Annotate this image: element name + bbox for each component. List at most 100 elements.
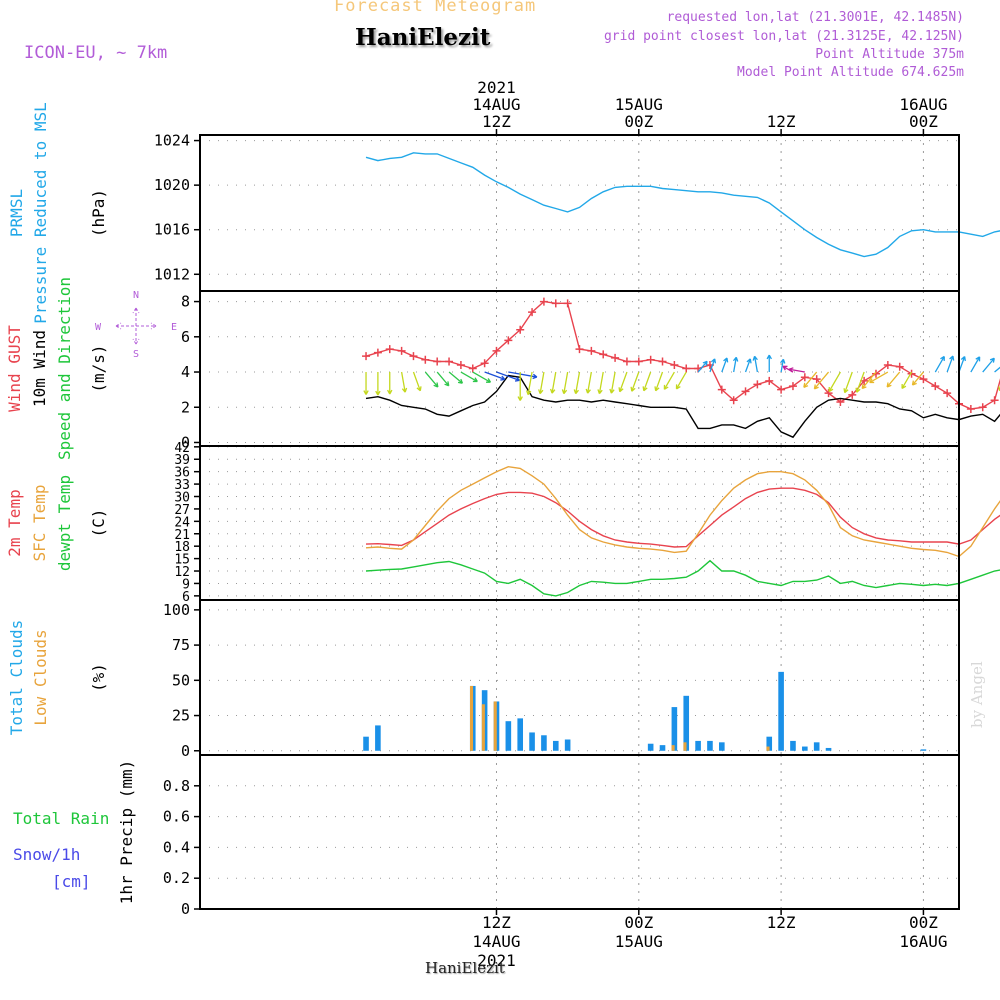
gust-marker	[765, 376, 774, 385]
axis-label: 2m Temp	[5, 489, 24, 556]
gust-marker	[373, 348, 382, 357]
bar	[683, 742, 687, 751]
y-tick-label: 9	[182, 577, 190, 592]
footer-station: HaniElezit	[425, 959, 505, 977]
gust-marker	[729, 396, 738, 405]
y-tick-label: 6	[182, 590, 190, 605]
gust-marker	[516, 325, 525, 334]
bar	[920, 749, 927, 751]
y-tick-label: 0.8	[163, 777, 190, 795]
wind-arrow	[744, 358, 752, 373]
bar	[802, 746, 808, 751]
gust-marker	[622, 357, 631, 366]
time-label-bottom: 00Z	[909, 913, 938, 932]
compass-rose	[115, 307, 157, 345]
axis-label: Low Clouds	[31, 629, 50, 725]
gust-marker	[397, 346, 406, 355]
wind-arrow	[472, 371, 492, 383]
gust-marker	[800, 373, 809, 382]
gust-marker	[433, 357, 442, 366]
axis-label: PRMSL	[7, 189, 26, 237]
wind-arrow	[630, 371, 640, 392]
gust-marker	[658, 357, 667, 366]
time-label-bottom: 12Z	[767, 913, 796, 932]
wind-arrow	[387, 372, 393, 395]
y-tick-label: 24	[174, 515, 190, 530]
gust-marker	[990, 396, 999, 405]
gust-marker	[883, 360, 892, 369]
compass-s: S	[133, 349, 139, 360]
bar	[695, 740, 701, 751]
wind-arrow	[609, 371, 616, 394]
y-tick-label: 8	[181, 293, 190, 311]
gust-marker	[741, 387, 750, 396]
gust-marker	[717, 385, 726, 394]
gust-marker	[551, 299, 560, 308]
time-label-bottom: 16AUG	[899, 932, 947, 951]
bar	[469, 685, 474, 751]
y-tick-label: 36	[174, 466, 190, 481]
wind-arrow	[508, 371, 538, 380]
wind-arrow	[642, 371, 652, 392]
bar	[790, 740, 796, 751]
panel-wind: 0 2 4 6 8 N S W E Wind GUST 10m Wind Speed and Dire…	[5, 277, 1000, 460]
panel-frame	[199, 290, 960, 447]
wind-arrow	[780, 358, 786, 373]
gust-marker	[943, 389, 952, 398]
model-altitude: Model Point Altitude 674.625m	[737, 65, 964, 80]
axis-label: Total Clouds	[7, 620, 26, 736]
bar	[505, 721, 512, 751]
gust-marker	[599, 350, 608, 359]
wind-arrow	[412, 371, 422, 392]
bar	[671, 745, 675, 751]
wind-arrow	[934, 355, 945, 373]
axis-label: SFC Temp	[30, 484, 49, 561]
wind-arrow	[538, 371, 545, 395]
compass-e: E	[171, 322, 177, 333]
y-tick-label: 0	[181, 742, 190, 760]
chart-title: Forecast Meteogram	[334, 0, 537, 16]
y-tick-label: 39	[174, 453, 190, 468]
wind-arrow	[400, 371, 408, 393]
series-10m-wind	[365, 374, 1000, 439]
bar	[541, 735, 547, 751]
time-label-top: 12Z	[767, 112, 796, 131]
wind-arrow	[994, 366, 1000, 373]
series-prmsl	[365, 152, 1000, 258]
wind-arrow	[788, 367, 805, 373]
credit-watermark: by Angel	[968, 661, 986, 728]
gust-marker	[634, 357, 643, 366]
bar	[683, 695, 690, 751]
requested-coords: requested lon,lat (21.3001E, 42.1485N)	[666, 10, 964, 25]
wind-arrow	[549, 371, 557, 394]
axis-label: Pressure Reduced to MSL	[31, 102, 50, 324]
y-tick-label: 25	[172, 707, 190, 725]
bar	[766, 746, 770, 751]
wind-arrow	[663, 371, 675, 390]
bar	[719, 742, 725, 751]
wind-arrow	[517, 372, 523, 401]
wind-arrow	[998, 386, 1000, 392]
panel-precip: 0 0.2 0.4 0.6 0.8 1hr Precip (mm) Total Rain Sn…	[13, 754, 960, 918]
axis-label: dewpt Temp	[55, 475, 74, 571]
gust-marker	[421, 355, 430, 364]
y-tick-label: 100	[163, 601, 190, 619]
axis-label: 1hr Precip (mm)	[117, 760, 136, 905]
wind-arrow	[561, 371, 569, 395]
bar	[825, 747, 832, 751]
bar	[375, 725, 381, 751]
bar	[363, 736, 369, 751]
time-label-bottom: 15AUG	[615, 932, 663, 951]
wind-arrow	[855, 371, 865, 393]
y-tick-label: 0.2	[163, 869, 190, 887]
panel-frame	[199, 445, 960, 601]
bar	[778, 671, 784, 751]
wind-arrow	[946, 355, 955, 373]
wind-arrow	[803, 371, 818, 388]
time-label-top: 16AUG	[899, 95, 947, 114]
gust-marker	[682, 364, 691, 373]
y-tick-label: 27	[174, 503, 190, 518]
y-tick-label: 1024	[154, 132, 190, 150]
gust-marker	[907, 369, 916, 378]
series-wind-gust	[365, 300, 1000, 410]
